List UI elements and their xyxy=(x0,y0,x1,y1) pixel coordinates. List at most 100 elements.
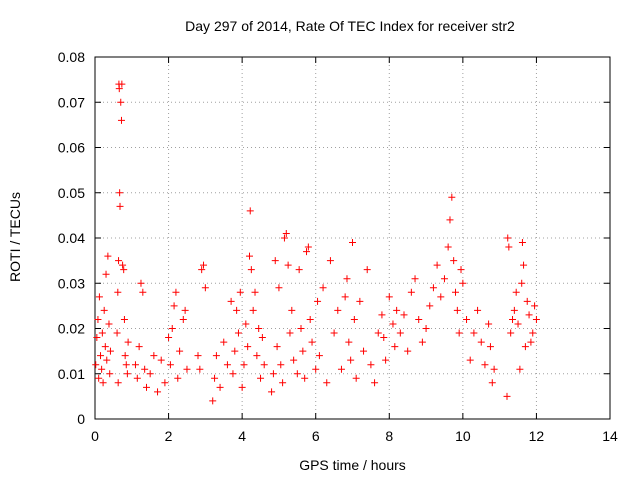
y-axis-label: ROTI / TECUs xyxy=(7,192,23,282)
x-tick-label: 6 xyxy=(312,428,320,444)
x-tick-label: 4 xyxy=(238,428,246,444)
data-point xyxy=(393,306,401,314)
data-point xyxy=(418,338,426,346)
data-point xyxy=(258,334,266,342)
data-point xyxy=(415,315,423,323)
data-point xyxy=(466,356,474,364)
data-point xyxy=(525,311,533,319)
data-point xyxy=(251,288,259,296)
data-point xyxy=(139,288,147,296)
data-point xyxy=(97,352,105,360)
data-point xyxy=(429,284,437,292)
data-point xyxy=(181,306,189,314)
data-point xyxy=(488,379,496,387)
data-point xyxy=(343,275,351,283)
data-point xyxy=(240,361,248,369)
data-point xyxy=(244,343,252,351)
data-point xyxy=(242,320,250,328)
data-point xyxy=(102,270,110,278)
data-point xyxy=(459,279,467,287)
data-point xyxy=(481,361,489,369)
data-point xyxy=(470,329,478,337)
data-point xyxy=(312,365,320,373)
data-point xyxy=(123,370,131,378)
data-point xyxy=(157,356,165,364)
data-point xyxy=(446,216,454,224)
data-point xyxy=(504,234,512,242)
data-point xyxy=(404,347,412,355)
x-tick-label: 14 xyxy=(602,428,618,444)
y-tick-label: 0.07 xyxy=(58,94,85,110)
data-point xyxy=(532,315,540,323)
data-point xyxy=(531,302,539,310)
data-point xyxy=(485,320,493,328)
data-point xyxy=(257,374,265,382)
x-tick-label: 10 xyxy=(455,428,471,444)
data-point xyxy=(308,338,316,346)
data-point xyxy=(133,374,141,382)
data-point xyxy=(233,306,241,314)
data-point xyxy=(101,343,109,351)
chart-title: Day 297 of 2014, Rate Of TEC Index for r… xyxy=(185,18,515,34)
data-point xyxy=(378,311,386,319)
y-tick-label: 0.06 xyxy=(58,140,85,156)
data-point xyxy=(143,383,150,391)
data-point xyxy=(212,352,220,360)
data-point xyxy=(223,361,231,369)
gridlines xyxy=(95,57,610,419)
data-point xyxy=(198,266,206,274)
data-point xyxy=(99,379,107,387)
data-point xyxy=(172,288,180,296)
data-point xyxy=(286,329,294,337)
data-point xyxy=(527,338,535,346)
data-point xyxy=(227,297,235,305)
data-point xyxy=(437,293,445,301)
data-point xyxy=(319,284,327,292)
data-point xyxy=(385,293,393,301)
data-point xyxy=(116,189,124,197)
data-point xyxy=(124,338,132,346)
data-point xyxy=(117,116,125,124)
data-point xyxy=(486,343,494,351)
data-point xyxy=(247,266,255,274)
data-point xyxy=(246,252,253,260)
data-point xyxy=(271,257,279,265)
data-point xyxy=(356,297,364,305)
data-point xyxy=(200,261,208,269)
data-point xyxy=(360,347,368,355)
x-tick-label: 8 xyxy=(385,428,393,444)
axes: 0 2 4 6 8 10 12 14 0 0.01 0.02 0.03 0.04 0.05 0.06 0.07… xyxy=(58,49,618,444)
data-point xyxy=(93,334,101,342)
data-point xyxy=(514,320,522,328)
data-point xyxy=(168,325,176,332)
data-point xyxy=(284,261,292,269)
data-point xyxy=(115,85,123,93)
data-point xyxy=(100,306,108,314)
data-point xyxy=(314,297,322,305)
data-point xyxy=(121,352,129,360)
data-point xyxy=(234,329,242,337)
data-point xyxy=(114,288,122,296)
data-point xyxy=(391,343,399,351)
data-point xyxy=(122,361,130,369)
data-point xyxy=(512,288,520,296)
data-point xyxy=(518,239,526,247)
data-point xyxy=(94,315,102,323)
data-point xyxy=(119,261,127,269)
data-point xyxy=(457,266,465,274)
data-point xyxy=(170,302,178,310)
data-point xyxy=(448,193,456,201)
data-point xyxy=(301,374,309,382)
data-point xyxy=(135,343,143,351)
data-point xyxy=(400,311,408,319)
data-point xyxy=(194,352,202,360)
data-point xyxy=(330,329,338,337)
data-point xyxy=(277,361,285,369)
data-point xyxy=(268,388,276,396)
data-point xyxy=(477,338,485,346)
data-point xyxy=(209,397,217,405)
data-point xyxy=(347,356,355,364)
data-point xyxy=(426,302,434,310)
data-point xyxy=(150,352,158,360)
